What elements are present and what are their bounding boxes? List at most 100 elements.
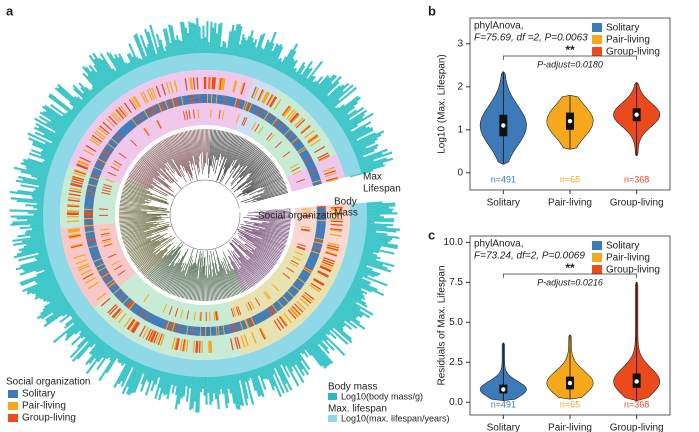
social-tick: [289, 262, 298, 268]
social-tick: [84, 215, 94, 218]
social-tick: [118, 293, 126, 301]
social-tick: [254, 106, 261, 116]
social-tick: [177, 324, 181, 334]
social-tick: [255, 314, 261, 323]
legend-label: Group-living: [606, 47, 660, 58]
social-tick: [132, 322, 141, 334]
social-tick: [132, 304, 140, 313]
social-tick: [325, 251, 337, 257]
social-tick: [192, 77, 196, 90]
social-tick: [322, 259, 335, 265]
tree-branch: [136, 249, 161, 268]
tree-branch: [120, 201, 167, 210]
social-tick: [193, 311, 196, 321]
social-tick: [100, 232, 110, 236]
social-tick: [167, 321, 172, 331]
social-tick: [258, 108, 264, 118]
tree-branch: [221, 132, 231, 160]
tree-branch: [123, 186, 167, 203]
social-tick: [297, 146, 306, 153]
tree-branch: [170, 262, 185, 294]
social-tick: [109, 140, 117, 147]
social-tick: [205, 311, 207, 321]
tree-branch: [122, 225, 170, 240]
tree-branch: [252, 184, 286, 198]
tree-branch: [119, 203, 158, 210]
social-tick: [183, 339, 187, 352]
tree-branch: [121, 227, 150, 236]
tree-branch: [223, 261, 237, 296]
social-tick: [112, 287, 121, 295]
social-tick: [84, 223, 94, 226]
social-tick: [312, 180, 322, 185]
tree-branch: [119, 216, 171, 221]
social-tick: [221, 325, 224, 335]
social-tick: [185, 110, 189, 120]
social-tick: [330, 229, 343, 232]
social-tick: [120, 294, 128, 303]
tree-branch: [124, 184, 153, 196]
tree-branch: [246, 174, 282, 194]
tree-branch: [262, 217, 291, 220]
tree-branch: [138, 249, 163, 270]
social-tick: [301, 154, 311, 160]
social-tick: [295, 143, 304, 151]
social-tick: [93, 258, 103, 264]
social-tick: [88, 246, 98, 251]
social-tick: [254, 123, 260, 132]
social-tick: [91, 253, 101, 258]
social-tick: [157, 333, 163, 346]
social-tick: [257, 313, 263, 322]
social-tick: [132, 117, 139, 126]
tree-branch: [222, 134, 238, 170]
social-tick: [273, 119, 280, 127]
tree-branch: [206, 129, 209, 153]
social-tick: [260, 311, 267, 320]
social-tick: [307, 258, 317, 264]
social-tick: [222, 325, 225, 335]
social-tick: [86, 187, 96, 191]
tree-branch: [239, 256, 260, 282]
social-tick: [312, 244, 322, 249]
social-tick: [90, 175, 100, 180]
social-tick: [282, 272, 291, 279]
social-tick: [313, 243, 323, 247]
social-tick: [302, 268, 312, 274]
social-tick: [247, 301, 253, 311]
tree-branch: [213, 129, 218, 156]
social-tick: [96, 159, 106, 166]
social-tick: [302, 293, 313, 302]
social-tick: [99, 154, 109, 160]
social-tick: [246, 102, 251, 112]
tree-branch: [236, 228, 284, 250]
social-tick: [78, 265, 90, 272]
social-tick: [203, 77, 206, 90]
tree-branch: [248, 158, 270, 177]
social-tick: [290, 136, 298, 144]
social-tick: [105, 118, 116, 128]
social-tick: [115, 133, 123, 141]
tree-branch: [261, 212, 291, 214]
tree-branch: [163, 263, 179, 291]
social-tick: [92, 255, 102, 261]
social-tick: [209, 77, 212, 90]
social-tick: [286, 131, 294, 139]
tree-branch: [245, 249, 271, 272]
social-tick: [245, 318, 251, 328]
legend-label: Log10(max. lifespan/years): [341, 413, 450, 423]
social-tick: [275, 120, 283, 129]
social-tick: [93, 257, 102, 263]
social-tick: [192, 94, 195, 104]
tree-branch: [154, 252, 178, 285]
tree-branch: [228, 256, 249, 290]
social-tick: [320, 265, 332, 272]
social-tick: [293, 140, 302, 147]
social-tick: [113, 288, 122, 296]
social-tick: [107, 280, 115, 287]
tree-branch: [245, 255, 266, 277]
y-tick-label: 2: [457, 81, 463, 92]
social-tick: [276, 300, 283, 309]
social-tick: [115, 109, 125, 120]
social-tick: [223, 325, 227, 335]
social-tick: [67, 204, 80, 207]
